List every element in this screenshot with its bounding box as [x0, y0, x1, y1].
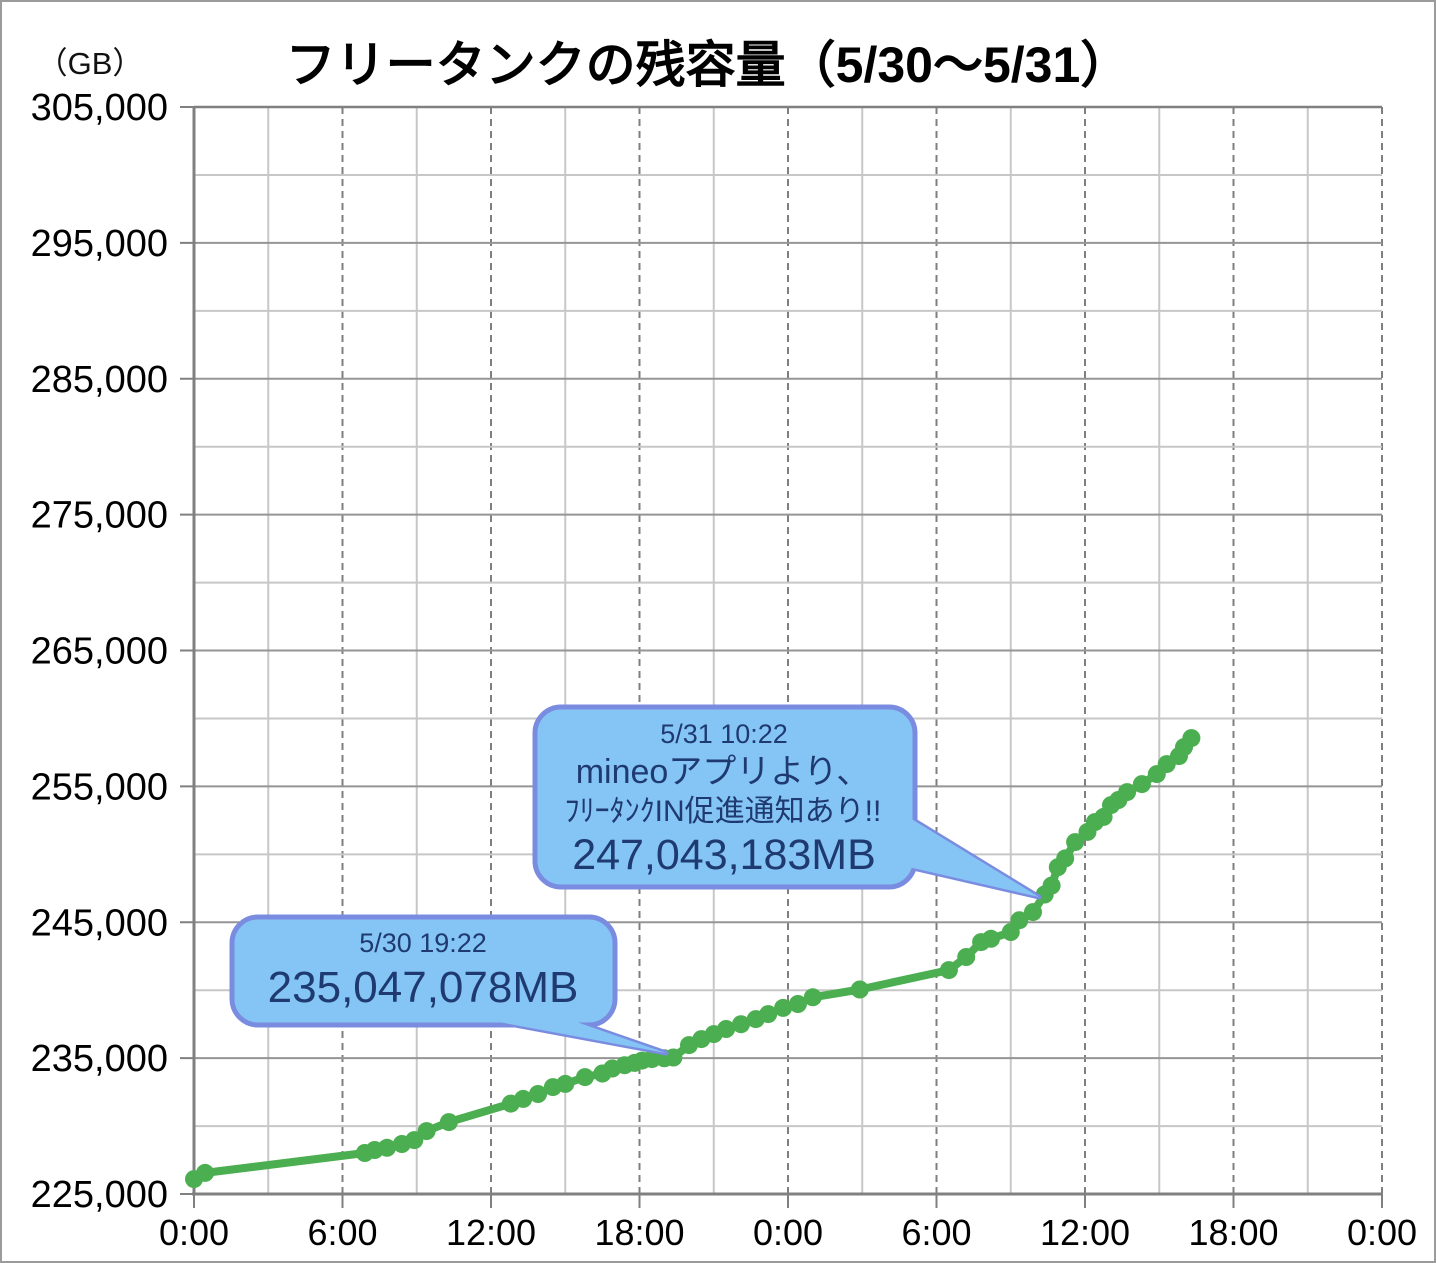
x-axis-label: 18:00 [594, 1212, 684, 1253]
data-point [717, 1020, 736, 1038]
data-point [405, 1131, 424, 1150]
data-point [1042, 876, 1061, 895]
callout-5-30-bubble [229, 914, 618, 1028]
callout-5-30-tail-fill [434, 1010, 666, 1053]
callout-5-31-line2: mineoアプリより、 [576, 753, 871, 791]
data-point [939, 961, 958, 980]
data-point [556, 1074, 575, 1093]
x-axis-label: 12:00 [1040, 1212, 1130, 1253]
data-point [788, 995, 807, 1013]
y-axis-label: 235,000 [31, 1038, 168, 1080]
data-point [957, 948, 976, 966]
data-point [529, 1085, 547, 1103]
data-point [1132, 775, 1151, 794]
chart-generated-layer: 0:00 6:00 12:00 18:00 0:00 6:00 12:00 18:00 0:00… [31, 87, 1417, 1253]
callout-5-30: 5/30 19:22 235,047,078MB [229, 914, 669, 1056]
data-point [1056, 849, 1075, 868]
data-point [759, 1005, 778, 1024]
data-point [803, 988, 822, 1007]
y-axis-label: 225,000 [31, 1174, 168, 1216]
data-point [664, 1048, 683, 1067]
x-axis-label: 0:00 [753, 1212, 823, 1253]
x-axis-label: 18:00 [1188, 1212, 1278, 1253]
data-point [1182, 729, 1201, 748]
x-axis-label: 0:00 [159, 1212, 229, 1253]
callout-5-31-line3: ﾌﾘｰﾀﾝｸIN促進通知あり!! [565, 795, 882, 828]
data-point [576, 1068, 594, 1087]
callout-5-30-value: 235,047,078MB [268, 963, 579, 1012]
data-point [417, 1122, 436, 1141]
data-point [1010, 911, 1029, 930]
y-axis-label: 305,000 [31, 87, 168, 129]
data-point [732, 1015, 750, 1034]
data-point [1066, 833, 1085, 852]
callout-5-31-bubble [532, 704, 918, 890]
y-axis-label: 245,000 [31, 902, 168, 944]
data-point [196, 1163, 215, 1182]
y-axis-label: 275,000 [31, 495, 168, 537]
callout-5-31-tail-fill [887, 804, 1039, 897]
y-axis-label: 255,000 [31, 766, 168, 808]
data-point [850, 980, 869, 999]
x-axis-label: 6:00 [307, 1212, 377, 1253]
x-axis-label: 6:00 [901, 1212, 971, 1253]
data-point [378, 1138, 396, 1157]
data-point [439, 1113, 458, 1132]
y-axis-label: 285,000 [31, 359, 168, 401]
data-point [1024, 903, 1042, 922]
callout-5-31-date: 5/31 10:22 [660, 719, 788, 749]
chart-title: フリータンクの残容量（5/30～5/31） [286, 37, 1131, 93]
data-point [1118, 783, 1137, 802]
data-point [774, 998, 793, 1017]
data-point [514, 1089, 533, 1108]
x-axis-label: 0:00 [1347, 1212, 1417, 1253]
callout-5-30-date: 5/30 19:22 [359, 928, 487, 958]
callout-5-31-value: 247,043,183MB [572, 831, 876, 879]
y-axis-label: 295,000 [31, 223, 168, 265]
y-axis-label: 265,000 [31, 631, 168, 673]
data-point [982, 929, 1000, 948]
y-axis-unit-label: （GB） [37, 46, 144, 81]
x-axis-label: 12:00 [446, 1212, 536, 1253]
callout-5-31: 5/31 10:22 mineoアプリより、 ﾌﾘｰﾀﾝｸIN促進通知あり!! … [532, 704, 1042, 900]
